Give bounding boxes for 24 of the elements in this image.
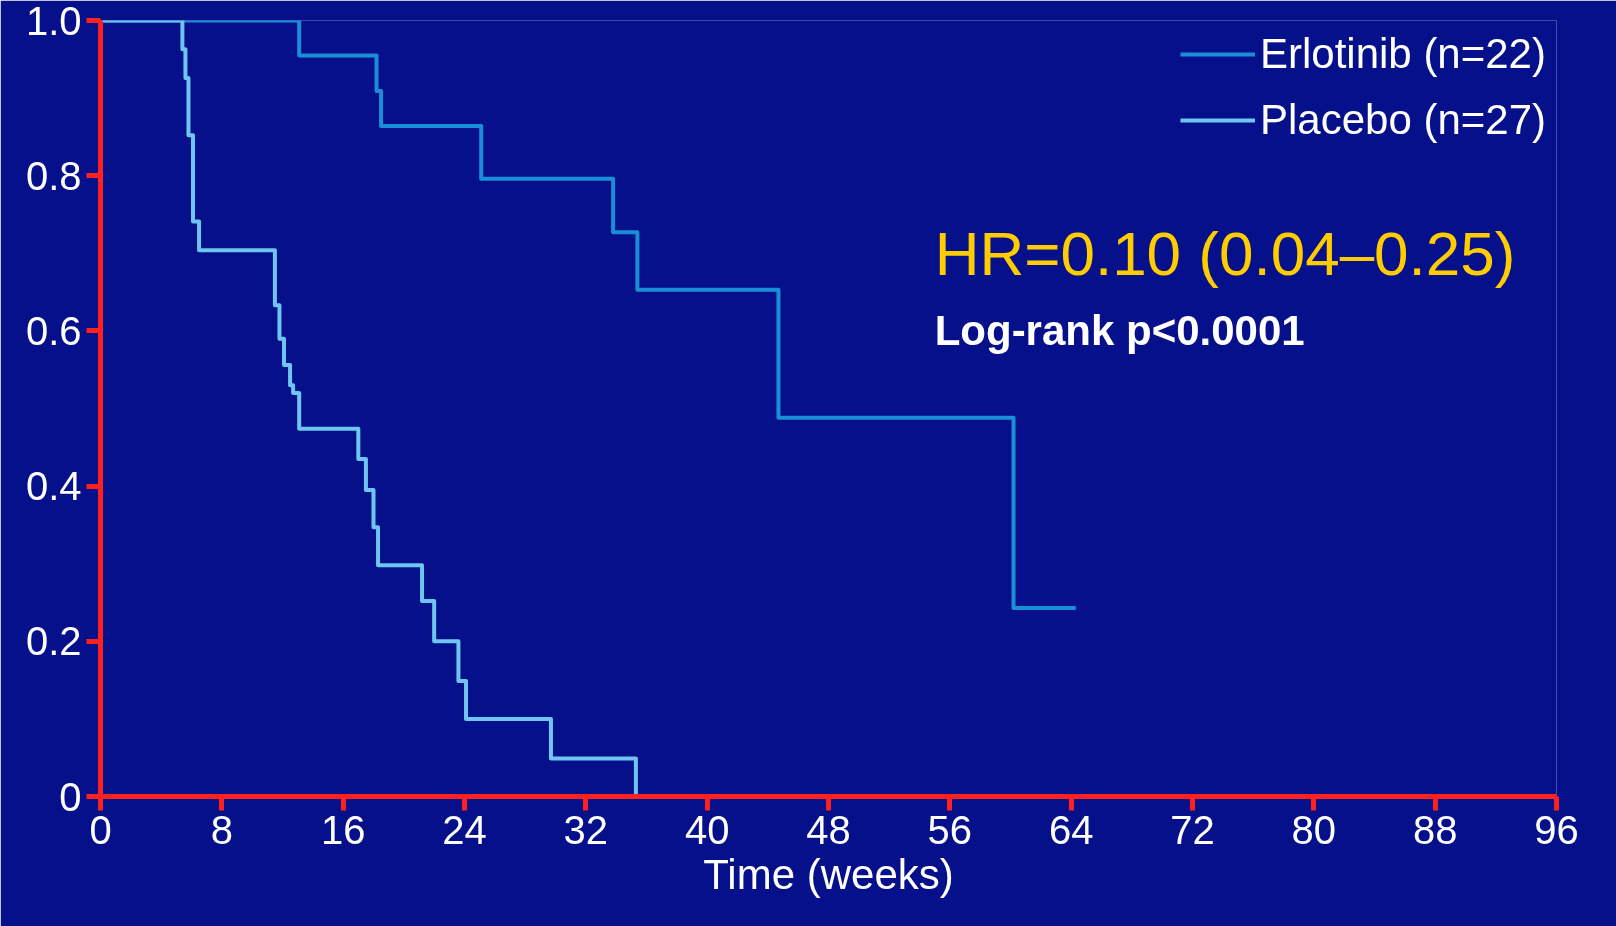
x-tick-label: 40 <box>684 807 730 852</box>
x-tick-label: 72 <box>1170 807 1215 852</box>
y-tick-label: 0.6 <box>25 308 82 353</box>
annotation: Log-rank p<0.0001 <box>934 307 1305 355</box>
y-tick-label: 0.4 <box>25 464 82 509</box>
x-axis-title: Time (weeks) <box>703 850 954 898</box>
x-tick-label: 24 <box>442 807 487 852</box>
x-tick-label: 88 <box>1412 807 1458 852</box>
x-tick-label: 32 <box>563 807 609 852</box>
x-tick-label: 0 <box>89 807 112 852</box>
x-tick-label: 64 <box>1048 807 1094 852</box>
x-tick-label: 80 <box>1291 807 1337 852</box>
y-tick-label: 0.2 <box>25 619 82 664</box>
y-tick-label: 0.8 <box>25 153 82 198</box>
legend-label: Erlotinib (n=22) <box>1259 30 1546 78</box>
x-tick-label: 16 <box>320 807 366 852</box>
x-tick-label: 8 <box>210 807 233 852</box>
x-tick-label: 96 <box>1534 807 1579 852</box>
y-tick-label: 0 <box>59 774 82 819</box>
x-tick-label: 48 <box>806 807 851 852</box>
legend-label: Placebo (n=27) <box>1259 96 1546 144</box>
y-tick-label: 1.0 <box>25 0 82 43</box>
x-tick-label: 56 <box>927 807 973 852</box>
annotation: HR=0.10 (0.04–0.25) <box>934 218 1516 288</box>
